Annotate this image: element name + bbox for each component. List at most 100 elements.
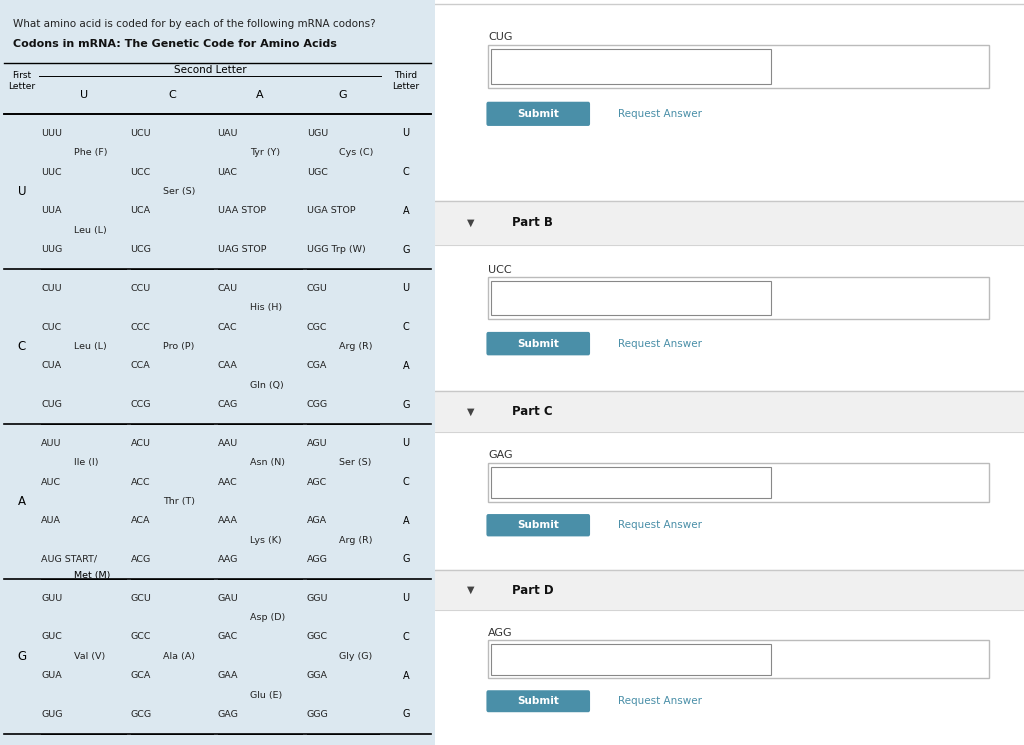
Text: CCU: CCU	[131, 284, 151, 293]
Text: GGA: GGA	[307, 671, 328, 680]
Text: U: U	[402, 283, 410, 294]
Text: Ile (I): Ile (I)	[74, 458, 98, 467]
Text: CCA: CCA	[131, 361, 151, 370]
Text: GGC: GGC	[307, 633, 328, 641]
Text: Met (M): Met (M)	[74, 571, 111, 580]
Text: U: U	[80, 90, 88, 100]
Text: AGG: AGG	[307, 555, 328, 564]
Text: Ser (S): Ser (S)	[339, 458, 372, 467]
Text: AUC: AUC	[41, 478, 61, 486]
Text: ACA: ACA	[131, 516, 151, 525]
Text: A: A	[17, 495, 26, 508]
Text: AAC: AAC	[217, 478, 238, 486]
Text: Cys (C): Cys (C)	[339, 148, 374, 157]
Text: GCC: GCC	[131, 633, 152, 641]
Text: UCC: UCC	[131, 168, 151, 177]
Bar	[492, 282, 771, 314]
Text: A: A	[402, 516, 410, 526]
Text: Part C: Part C	[512, 405, 552, 418]
Text: GAU: GAU	[217, 594, 239, 603]
Text: C: C	[402, 322, 410, 332]
Text: CGA: CGA	[307, 361, 328, 370]
Bar	[488, 45, 989, 88]
Text: G: G	[402, 244, 410, 255]
Text: Submit: Submit	[517, 697, 559, 706]
Text: UAG STOP: UAG STOP	[217, 245, 266, 254]
Text: GCG: GCG	[131, 710, 152, 719]
Text: Request Answer: Request Answer	[617, 520, 701, 530]
Text: A: A	[402, 361, 410, 371]
Text: GCA: GCA	[131, 671, 151, 680]
Text: Val (V): Val (V)	[74, 652, 105, 661]
Text: GGU: GGU	[307, 594, 329, 603]
Bar	[488, 277, 989, 319]
Text: C: C	[402, 167, 410, 177]
Text: ACG: ACG	[131, 555, 151, 564]
Text: ▼: ▼	[467, 218, 474, 228]
Text: GCU: GCU	[131, 594, 152, 603]
Text: ▼: ▼	[467, 407, 474, 416]
Text: A: A	[256, 90, 264, 100]
Text: GUG: GUG	[41, 710, 62, 719]
Text: AGU: AGU	[307, 439, 328, 448]
Text: U: U	[402, 438, 410, 448]
FancyBboxPatch shape	[486, 514, 590, 536]
Text: CCC: CCC	[131, 323, 151, 332]
Text: UUA: UUA	[41, 206, 61, 215]
Text: A: A	[402, 206, 410, 216]
Text: GAG: GAG	[488, 451, 513, 460]
Text: AGC: AGC	[307, 478, 327, 486]
Bar	[435, 391, 1024, 432]
Text: Request Answer: Request Answer	[617, 339, 701, 349]
Text: GGG: GGG	[307, 710, 329, 719]
Text: ACU: ACU	[131, 439, 151, 448]
Text: Leu (L): Leu (L)	[74, 226, 106, 235]
Text: ▼: ▼	[467, 585, 474, 595]
Text: CUC: CUC	[41, 323, 61, 332]
Text: C: C	[168, 90, 176, 100]
Bar	[488, 463, 989, 502]
Text: CUG: CUG	[41, 400, 62, 409]
Text: G: G	[17, 650, 27, 663]
Text: UGG Trp (W): UGG Trp (W)	[307, 245, 366, 254]
Text: Phe (F): Phe (F)	[74, 148, 108, 157]
Text: CGU: CGU	[307, 284, 328, 293]
Text: UUU: UUU	[41, 129, 62, 138]
Text: What amino acid is coded for by each of the following mRNA codons?: What amino acid is coded for by each of …	[13, 19, 376, 28]
Text: UCG: UCG	[131, 245, 152, 254]
Text: Submit: Submit	[517, 109, 559, 119]
Text: Arg (R): Arg (R)	[339, 342, 373, 351]
Text: Glu (E): Glu (E)	[250, 691, 283, 700]
Text: G: G	[402, 709, 410, 720]
Text: A: A	[402, 670, 410, 681]
Text: Thr (T): Thr (T)	[163, 497, 196, 506]
Text: CAG: CAG	[217, 400, 238, 409]
Text: G: G	[338, 90, 347, 100]
Text: Second Letter: Second Letter	[174, 65, 247, 75]
Text: CGG: CGG	[307, 400, 328, 409]
Text: U: U	[402, 593, 410, 603]
Text: AUG START/: AUG START/	[41, 555, 97, 564]
Text: UCA: UCA	[131, 206, 151, 215]
Text: Gly (G): Gly (G)	[339, 652, 373, 661]
Text: GUU: GUU	[41, 594, 62, 603]
Bar	[488, 640, 989, 679]
Text: UCC: UCC	[488, 264, 512, 275]
Text: AGG: AGG	[488, 628, 513, 638]
Text: Tyr (Y): Tyr (Y)	[250, 148, 281, 157]
Text: C: C	[402, 632, 410, 642]
Text: AAU: AAU	[217, 439, 238, 448]
Text: GUC: GUC	[41, 633, 62, 641]
FancyBboxPatch shape	[486, 332, 590, 355]
Text: G: G	[402, 554, 410, 565]
Text: UAC: UAC	[217, 168, 238, 177]
Text: CAC: CAC	[217, 323, 238, 332]
Text: AGA: AGA	[307, 516, 327, 525]
Text: Submit: Submit	[517, 520, 559, 530]
Text: Lys (K): Lys (K)	[250, 536, 282, 545]
Text: GAA: GAA	[217, 671, 239, 680]
Text: ACC: ACC	[131, 478, 151, 486]
Text: CAU: CAU	[217, 284, 238, 293]
Text: C: C	[17, 340, 26, 353]
Text: C: C	[402, 477, 410, 487]
